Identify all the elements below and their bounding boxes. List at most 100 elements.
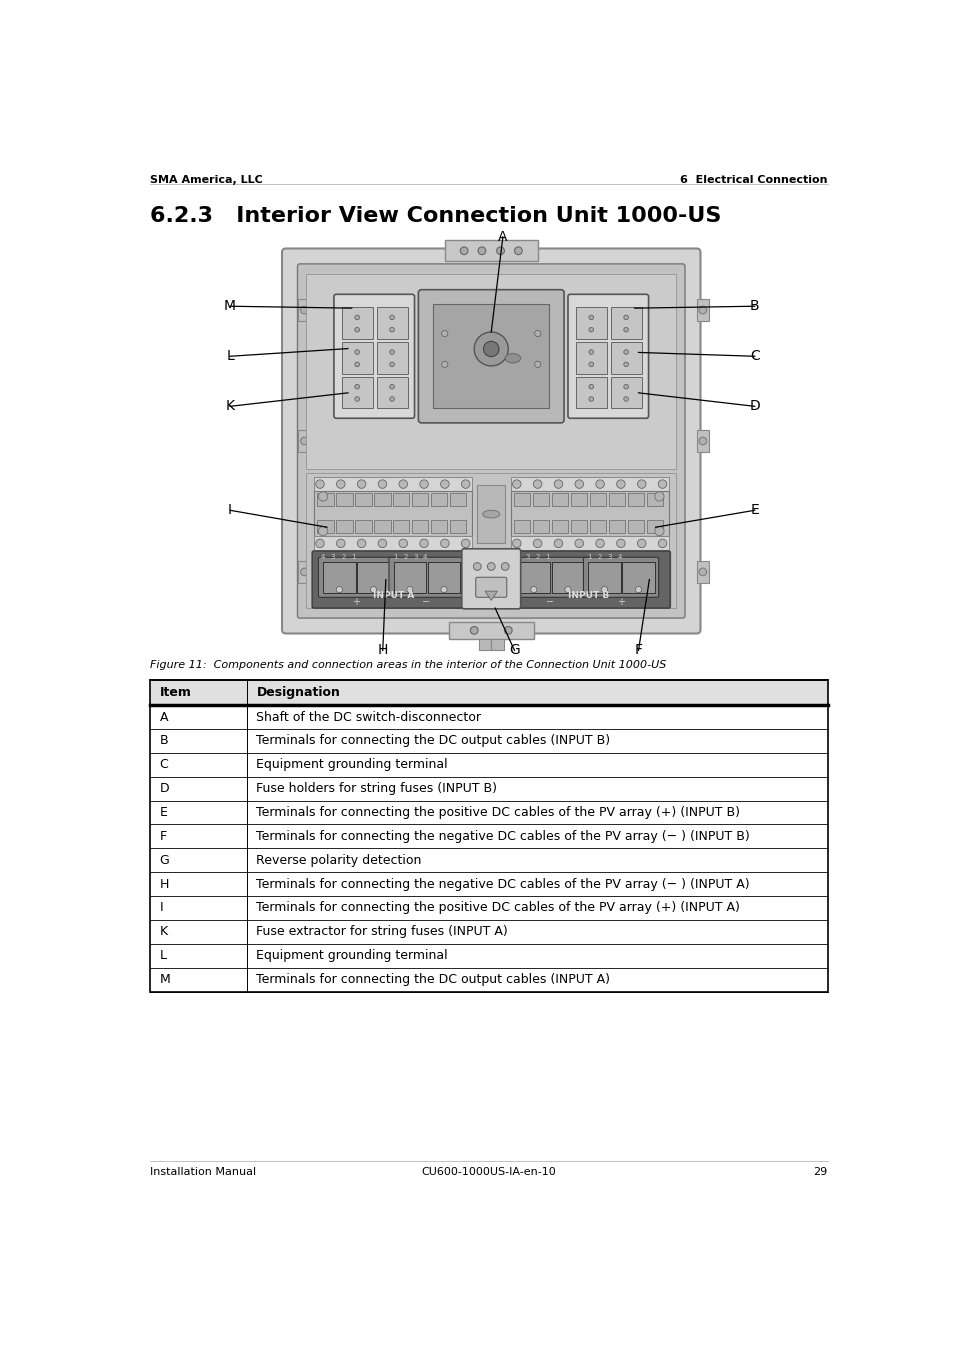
Bar bbox=[532, 519, 549, 534]
Bar bbox=[342, 377, 373, 408]
Bar bbox=[449, 519, 466, 534]
Bar bbox=[510, 491, 668, 537]
Bar bbox=[314, 491, 472, 537]
Circle shape bbox=[390, 362, 394, 366]
Ellipse shape bbox=[482, 510, 499, 518]
Circle shape bbox=[398, 480, 407, 488]
Circle shape bbox=[318, 492, 328, 502]
Bar bbox=[433, 304, 549, 408]
Bar bbox=[646, 519, 662, 534]
Text: 3: 3 bbox=[607, 554, 612, 560]
Bar bbox=[335, 519, 353, 534]
Bar bbox=[374, 492, 390, 507]
Circle shape bbox=[575, 480, 583, 488]
Bar bbox=[412, 492, 428, 507]
Bar bbox=[476, 485, 505, 542]
Circle shape bbox=[575, 539, 583, 548]
Circle shape bbox=[477, 247, 485, 254]
Bar bbox=[513, 519, 530, 534]
FancyBboxPatch shape bbox=[461, 549, 520, 608]
Circle shape bbox=[637, 539, 645, 548]
Bar bbox=[696, 561, 708, 583]
Bar bbox=[393, 492, 409, 507]
Circle shape bbox=[530, 587, 537, 592]
Text: C: C bbox=[749, 349, 759, 364]
Bar bbox=[576, 307, 606, 339]
Bar bbox=[611, 307, 641, 339]
Circle shape bbox=[419, 480, 428, 488]
Bar bbox=[316, 492, 334, 507]
Text: K: K bbox=[225, 399, 234, 414]
FancyBboxPatch shape bbox=[418, 289, 563, 423]
Circle shape bbox=[459, 247, 468, 254]
Circle shape bbox=[623, 396, 628, 402]
Text: Equipment grounding terminal: Equipment grounding terminal bbox=[256, 949, 448, 963]
Text: 2: 2 bbox=[340, 554, 345, 560]
Bar bbox=[646, 492, 662, 507]
Text: INPUT A: INPUT A bbox=[373, 591, 415, 600]
Text: 29: 29 bbox=[813, 1167, 827, 1178]
Bar bbox=[374, 519, 390, 534]
Text: B: B bbox=[159, 734, 168, 748]
Circle shape bbox=[315, 539, 324, 548]
Circle shape bbox=[534, 361, 540, 368]
Bar bbox=[150, 680, 827, 706]
Text: 2: 2 bbox=[535, 554, 539, 560]
Circle shape bbox=[588, 362, 593, 366]
Bar bbox=[510, 477, 668, 491]
Circle shape bbox=[370, 587, 376, 592]
Bar bbox=[627, 492, 643, 507]
Bar bbox=[478, 639, 491, 650]
Text: G: G bbox=[509, 644, 519, 657]
Bar bbox=[444, 241, 537, 261]
Circle shape bbox=[336, 539, 345, 548]
Text: A: A bbox=[159, 711, 168, 723]
Bar bbox=[306, 274, 676, 469]
Text: INPUT B: INPUT B bbox=[567, 591, 609, 600]
Bar bbox=[323, 562, 355, 592]
Text: D: D bbox=[749, 399, 760, 414]
Bar bbox=[306, 473, 676, 608]
Circle shape bbox=[699, 568, 706, 576]
FancyBboxPatch shape bbox=[476, 577, 506, 598]
Text: Designation: Designation bbox=[256, 685, 340, 699]
Text: F: F bbox=[159, 830, 167, 842]
Circle shape bbox=[699, 437, 706, 445]
Text: 3: 3 bbox=[331, 554, 335, 560]
Text: H: H bbox=[159, 877, 169, 891]
FancyBboxPatch shape bbox=[334, 295, 415, 418]
FancyBboxPatch shape bbox=[282, 249, 700, 634]
FancyBboxPatch shape bbox=[318, 557, 394, 598]
Circle shape bbox=[355, 362, 359, 366]
Circle shape bbox=[588, 327, 593, 333]
Text: F: F bbox=[634, 644, 641, 657]
Text: B: B bbox=[749, 299, 759, 314]
Text: 1: 1 bbox=[351, 554, 355, 560]
Circle shape bbox=[318, 526, 328, 535]
Bar bbox=[427, 562, 459, 592]
Bar bbox=[608, 492, 624, 507]
Text: Shaft of the DC switch-disconnector: Shaft of the DC switch-disconnector bbox=[256, 711, 481, 723]
Circle shape bbox=[623, 384, 628, 389]
FancyBboxPatch shape bbox=[312, 552, 476, 608]
Circle shape bbox=[554, 480, 562, 488]
Circle shape bbox=[355, 396, 359, 402]
Bar bbox=[696, 430, 708, 452]
Circle shape bbox=[441, 330, 447, 337]
Text: Equipment grounding terminal: Equipment grounding terminal bbox=[256, 758, 448, 771]
Circle shape bbox=[440, 480, 449, 488]
Bar bbox=[431, 519, 447, 534]
Circle shape bbox=[355, 384, 359, 389]
Bar bbox=[491, 639, 503, 650]
Bar bbox=[570, 492, 587, 507]
Circle shape bbox=[534, 330, 540, 337]
FancyBboxPatch shape bbox=[389, 557, 464, 598]
Text: G: G bbox=[159, 853, 169, 867]
Circle shape bbox=[398, 539, 407, 548]
Bar bbox=[298, 299, 311, 320]
Bar bbox=[621, 562, 654, 592]
Circle shape bbox=[300, 437, 308, 445]
Text: K: K bbox=[159, 925, 168, 938]
Circle shape bbox=[623, 327, 628, 333]
Circle shape bbox=[616, 539, 624, 548]
